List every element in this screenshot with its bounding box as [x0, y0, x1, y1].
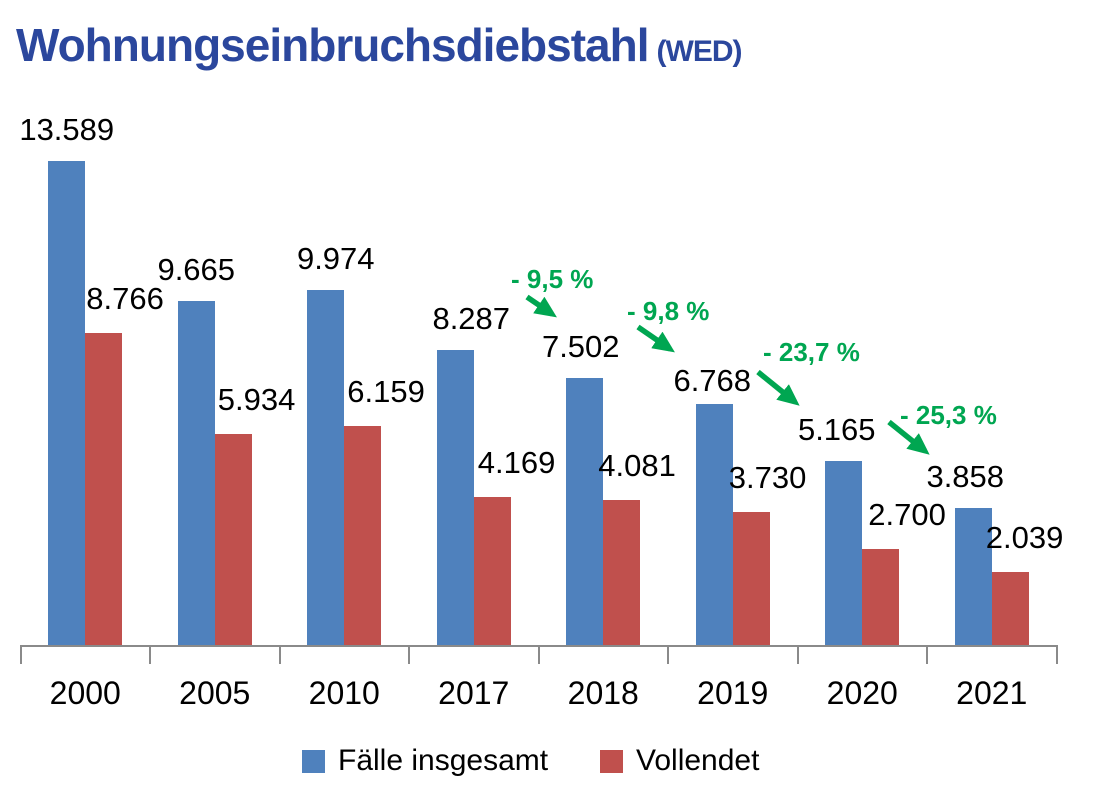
value-label-total-2019: 6.768: [673, 363, 752, 398]
value-label-total-2018: 7.502: [541, 329, 620, 364]
x-axis-label-2020: 2020: [826, 675, 898, 711]
pct-change-label-2019-2020: - 23,7 %: [763, 337, 860, 367]
bar-completed-2019: [732, 512, 770, 645]
bar-total-2000: [48, 161, 86, 645]
pct-change-label-2017-2018: - 9,5 %: [511, 264, 594, 294]
chart-title: Wohnungseinbruchsdiebstahl (WED): [16, 18, 742, 72]
bar-total-2005: [177, 301, 215, 645]
value-label-total-2017: 8.287: [432, 301, 511, 336]
chart-title-main: Wohnungseinbruchsdiebstahl: [16, 19, 650, 71]
legend-label-total: Fälle insgesamt: [338, 744, 549, 777]
bar-total-2017: [436, 350, 474, 645]
bar-completed-2017: [473, 497, 511, 645]
x-axis-label-2000: 2000: [49, 675, 121, 711]
legend-label-completed: Vollendet: [636, 744, 760, 777]
bar-total-2021: [954, 508, 992, 645]
value-label-completed-2021: 2.039: [985, 520, 1064, 555]
legend-item-total: Fälle insgesamt: [302, 745, 548, 777]
legend-swatch-total: [302, 749, 325, 773]
bar-completed-2020: [862, 549, 900, 645]
x-axis-tick: [1055, 645, 1058, 664]
bar-completed-2005: [214, 434, 252, 645]
bar-total-2018: [566, 378, 604, 645]
bar-total-2019: [695, 404, 733, 645]
legend-item-completed: Vollendet: [600, 745, 759, 777]
value-label-completed-2020: 2.700: [868, 497, 946, 532]
bar-total-2010: [307, 290, 345, 645]
value-label-total-2020: 5.165: [797, 412, 876, 447]
value-label-completed-2000: 8.766: [86, 281, 164, 316]
x-axis-tick: [149, 645, 151, 664]
bar-completed-2021: [991, 572, 1029, 645]
bar-total-2020: [825, 461, 863, 645]
pct-change-label-2018-2019: - 9,8 %: [627, 296, 710, 326]
bar-completed-2000: [85, 333, 123, 645]
x-axis-tick: [19, 645, 22, 664]
pct-change-label-2020-2021: - 25,3 %: [900, 400, 997, 430]
x-axis-label-2010: 2010: [308, 675, 380, 711]
value-label-completed-2017: 4.169: [477, 445, 556, 480]
bar-completed-2010: [344, 426, 382, 645]
legend-swatch-completed: [600, 749, 623, 773]
x-axis-label-2017: 2017: [438, 675, 510, 711]
value-label-total-2010: 9.974: [296, 241, 375, 276]
value-label-completed-2019: 3.730: [728, 460, 807, 495]
x-axis-tick: [537, 645, 540, 664]
x-axis-tick: [408, 645, 410, 664]
chart-title-suffix: (WED): [656, 35, 743, 68]
value-label-completed-2005: 5.934: [217, 382, 296, 417]
value-label-total-2000: 13.589: [19, 112, 115, 147]
x-axis-label-2021: 2021: [956, 675, 1028, 711]
value-label-completed-2010: 6.159: [347, 374, 425, 409]
value-label-total-2021: 3.858: [926, 459, 1005, 494]
x-axis-label-2005: 2005: [179, 675, 251, 711]
x-axis-tick: [926, 645, 928, 664]
x-axis-tick: [667, 645, 669, 664]
value-label-total-2005: 9.665: [157, 252, 236, 287]
x-axis-label-2019: 2019: [697, 675, 769, 711]
value-label-completed-2018: 4.081: [598, 448, 676, 483]
x-axis-label-2018: 2018: [567, 675, 639, 711]
x-axis-tick: [796, 645, 799, 664]
bar-completed-2018: [603, 500, 641, 645]
x-axis-tick: [278, 645, 281, 664]
